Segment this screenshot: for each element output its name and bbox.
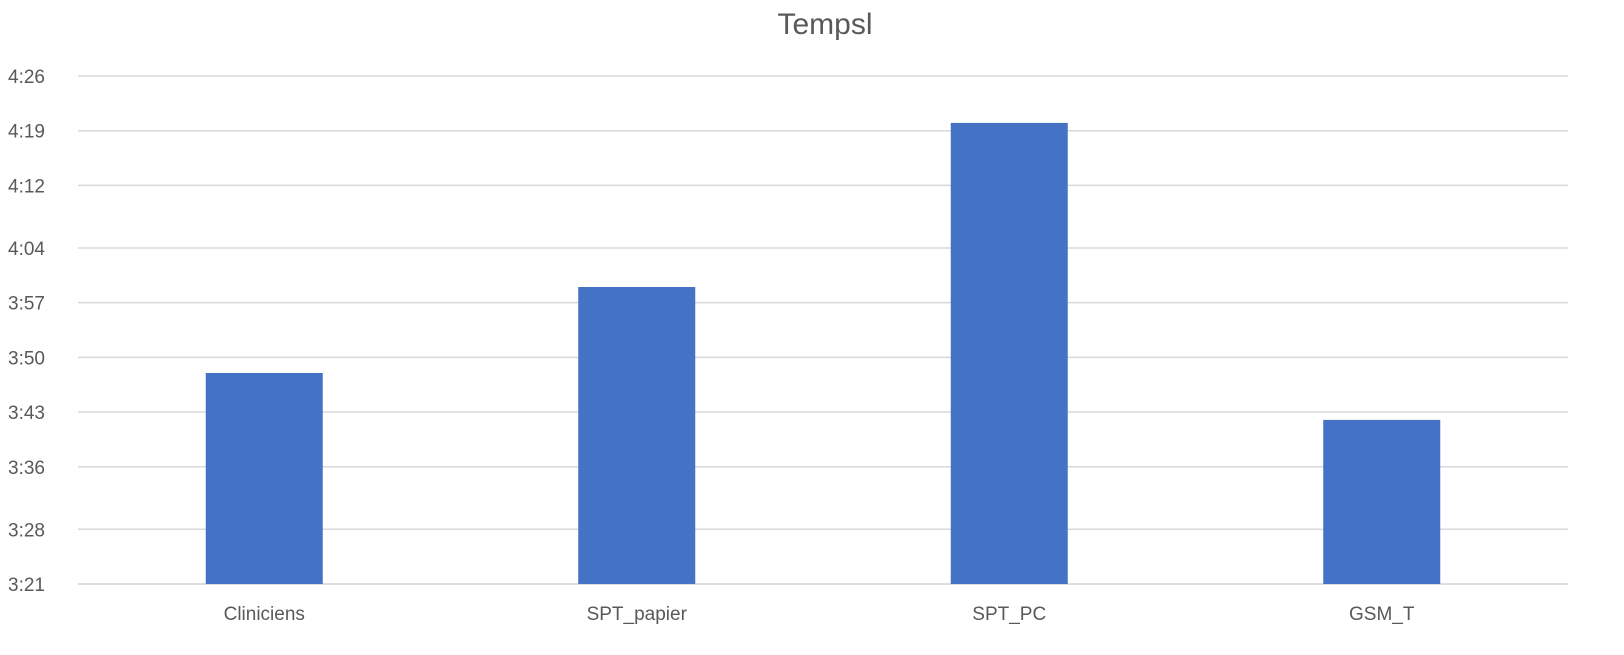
y-tick-label: 3:57 xyxy=(8,294,45,315)
y-axis-tick-labels: 3:21 3:28 3:36 3:43 3:50 3:57 4:04 4:12 4:19 4:26 xyxy=(8,67,45,596)
chart-title: Tempsl xyxy=(777,8,872,41)
bar-spt-papier xyxy=(578,287,696,584)
y-tick-label: 3:43 xyxy=(8,403,45,424)
bar-spt-pc xyxy=(950,122,1068,585)
y-tick-label: 3:50 xyxy=(8,348,45,369)
x-axis-tick-labels: Cliniciens SPT_papier SPT_PC GSM_T xyxy=(224,604,1415,625)
y-tick-label: 3:36 xyxy=(8,458,45,479)
y-tick-label: 4:19 xyxy=(8,122,45,143)
y-tick-label: 4:04 xyxy=(8,239,45,260)
x-tick-label: GSM_T xyxy=(1349,604,1415,625)
x-tick-label: SPT_PC xyxy=(972,604,1046,625)
y-tick-label: 4:12 xyxy=(8,176,45,197)
y-tick-label: 3:21 xyxy=(8,575,45,596)
y-tick-label: 4:26 xyxy=(8,67,45,88)
bar-gsm-t xyxy=(1323,419,1441,584)
x-tick-label: SPT_papier xyxy=(587,604,688,625)
bar-cliniciens xyxy=(205,372,323,584)
gridlines xyxy=(78,75,1568,585)
y-tick-label: 3:28 xyxy=(8,520,45,541)
bars xyxy=(205,122,1441,585)
x-tick-label: Cliniciens xyxy=(224,604,305,625)
